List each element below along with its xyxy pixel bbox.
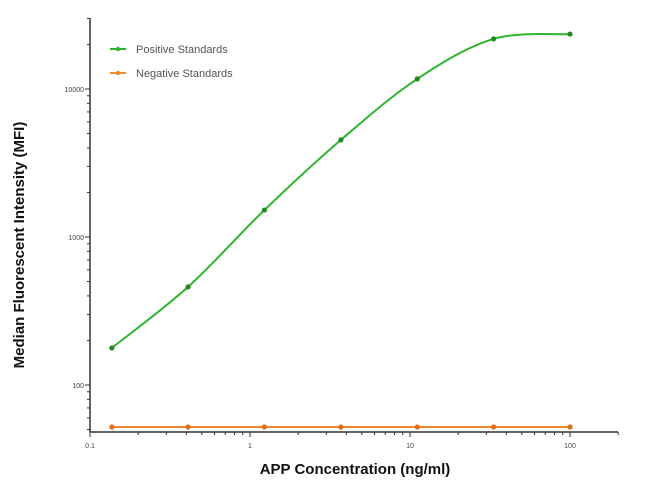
data-point bbox=[185, 284, 191, 290]
x-axis bbox=[89, 431, 619, 437]
data-point bbox=[109, 345, 115, 351]
legend-label-negative: Negative Standards bbox=[136, 68, 233, 80]
y-axis-title: Median Fluorescent Intensity (MFI) bbox=[11, 122, 28, 369]
data-point bbox=[567, 424, 573, 430]
y-tick-label-1000: 1000 bbox=[68, 235, 84, 242]
data-point bbox=[338, 137, 344, 143]
y-tick-label-100: 100 bbox=[72, 383, 84, 390]
y-tick-label-10000: 10000 bbox=[65, 87, 85, 94]
data-point bbox=[338, 424, 344, 430]
data-point bbox=[109, 424, 115, 430]
x-tick-label-100: 100 bbox=[564, 443, 576, 450]
legend: Positive Standards Negative Standards bbox=[110, 44, 233, 80]
data-point bbox=[490, 424, 497, 430]
series-line-positive bbox=[111, 32, 571, 349]
x-tick-label-10: 10 bbox=[406, 443, 414, 450]
legend-item-positive: Positive Standards bbox=[110, 44, 228, 56]
plot-area bbox=[109, 31, 573, 430]
x-tick-label-0.1: 0.1 bbox=[85, 443, 95, 450]
x-axis-title: APP Concentration (ng/ml) bbox=[260, 461, 451, 478]
y-axis bbox=[85, 17, 91, 432]
data-point bbox=[185, 424, 191, 430]
legend-label-positive: Positive Standards bbox=[136, 44, 228, 56]
data-point bbox=[261, 424, 267, 430]
x-tick-label-1: 1 bbox=[248, 443, 252, 450]
data-point bbox=[490, 36, 497, 42]
data-point bbox=[414, 424, 420, 430]
legend-item-negative: Negative Standards bbox=[110, 68, 233, 80]
data-point bbox=[567, 31, 573, 37]
data-point bbox=[414, 76, 420, 82]
data-point bbox=[261, 207, 267, 213]
